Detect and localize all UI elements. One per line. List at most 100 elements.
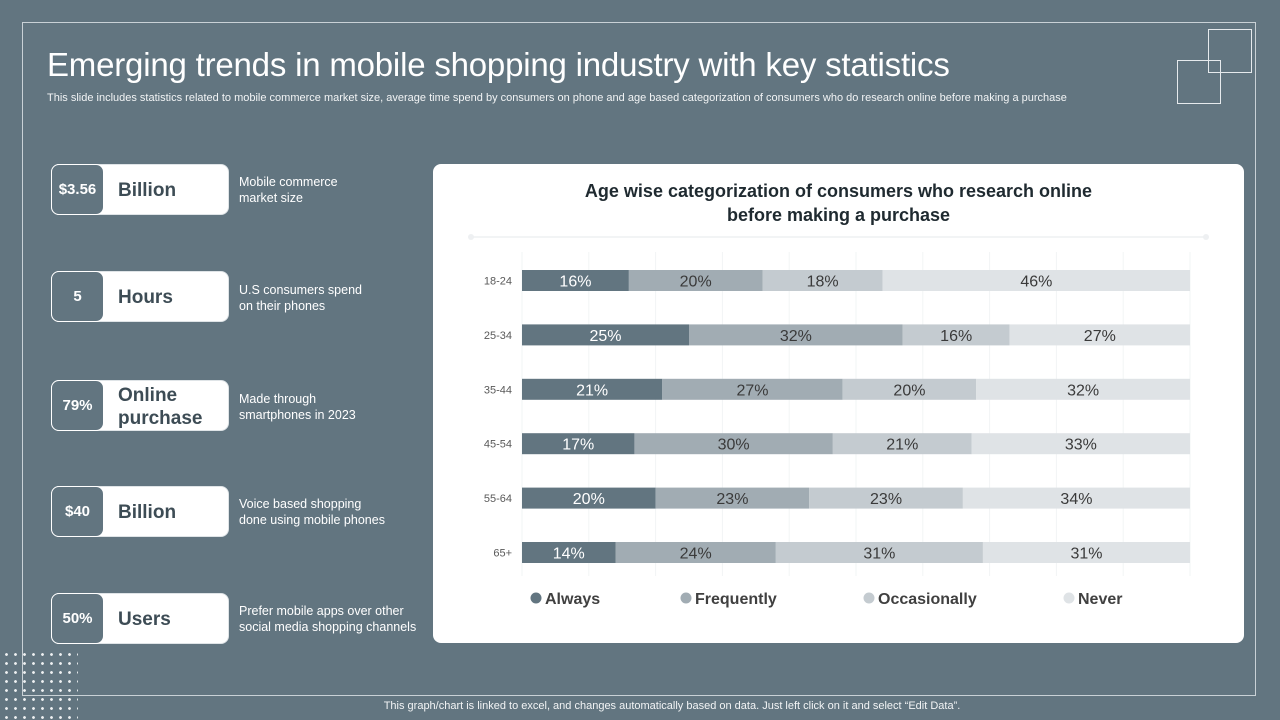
data-label: 33%: [1065, 437, 1097, 454]
y-axis-label: 25-34: [484, 330, 512, 342]
y-axis-label: 65+: [493, 548, 512, 560]
stat-value: 79%: [51, 380, 104, 431]
stat-description-line: Mobile commerce: [239, 175, 338, 189]
data-label: 21%: [576, 382, 608, 399]
bar-segment: [775, 542, 983, 563]
y-axis-label: 35-44: [484, 384, 512, 396]
bar-segment: [842, 378, 977, 400]
stat-card-online-purchase: 79% Online purchase: [51, 380, 229, 431]
slide-title: Emerging trends in mobile shopping indus…: [47, 46, 950, 83]
stat-unit: Users: [118, 609, 171, 630]
slide-subtitle: This slide includes statistics related t…: [47, 92, 1067, 104]
bar-segment: [882, 270, 1190, 291]
stat-description-line: social media shopping channels: [239, 620, 417, 634]
chart-title-line: Age wise categorization of consumers who…: [584, 181, 1093, 201]
stat-unit: Billion: [118, 180, 177, 201]
chart-title-line: before making a purchase: [726, 205, 951, 225]
bar-segment: [522, 487, 656, 509]
data-label: 27%: [1084, 328, 1116, 345]
decorative-dots: [2, 650, 78, 720]
data-label: 16%: [940, 328, 972, 345]
bar-segment: [982, 542, 1190, 563]
bar-segment: [522, 378, 663, 400]
bar-segment: [522, 324, 689, 346]
stat-description-line: done using mobile phones: [239, 513, 385, 527]
stat-description-line: Prefer mobile apps over other: [239, 604, 404, 618]
data-label: 31%: [863, 546, 895, 563]
bar-segment: [628, 270, 763, 291]
bar-segment: [809, 487, 963, 509]
y-axis-label: 18-24: [484, 276, 512, 288]
stat-value: $3.56: [51, 164, 104, 215]
legend-marker: [530, 592, 542, 604]
data-label: 21%: [886, 437, 918, 454]
separator-dot: [1203, 234, 1209, 240]
bar-segment: [615, 542, 776, 563]
bar-segment: [762, 270, 883, 291]
bar-segment: [522, 270, 629, 291]
stat-card-users: 50% Users: [51, 593, 229, 644]
data-label: 20%: [573, 491, 605, 508]
bar-segment: [976, 378, 1190, 400]
bar-segment: [655, 487, 810, 509]
chart-panel: Age wise categorization of consumers who…: [433, 164, 1244, 643]
decorative-square: [1177, 60, 1221, 104]
data-label: 34%: [1060, 491, 1092, 508]
stat-card-voice-shopping: $40 Billion: [51, 486, 229, 537]
legend-marker: [863, 592, 875, 604]
legend-label: Always: [545, 591, 600, 608]
legend-marker: [680, 592, 692, 604]
stat-unit-line: Online: [118, 384, 178, 406]
data-label: 32%: [1067, 382, 1099, 399]
stat-unit: Billion: [118, 502, 177, 523]
stat-unit: Hours: [118, 287, 173, 308]
stat-value: $40: [51, 486, 104, 537]
stat-value: 5: [51, 271, 104, 322]
stat-value: 50%: [51, 593, 104, 644]
data-label: 17%: [562, 437, 594, 454]
bar-segment: [971, 433, 1190, 455]
bar-segment: [522, 433, 635, 455]
legend-label: Never: [1078, 591, 1122, 608]
legend-label: Occasionally: [878, 591, 977, 608]
bar-segment: [634, 433, 833, 455]
data-label: 27%: [736, 382, 768, 399]
stat-description-line: Voice based shopping: [239, 497, 362, 511]
stat-card-hours: 5 Hours: [51, 271, 229, 322]
data-label: 31%: [1070, 546, 1102, 563]
stacked-bar-chart: 18-24 16% 20% 18% 46% 25-34 25% 32% 16% 27% 35-44 2…: [468, 234, 1209, 608]
chart-title: Age wise categorization of consumers who…: [433, 179, 1244, 227]
y-axis-label: 45-54: [484, 439, 512, 451]
bar-segment: [522, 542, 616, 563]
stat-description: U.S consumers spend on their phones: [239, 282, 439, 314]
data-label: 46%: [1020, 274, 1052, 291]
data-label: 16%: [559, 274, 591, 291]
stat-description-line: Made through: [239, 392, 317, 406]
bar-segment: [902, 324, 1010, 346]
stat-unit: Online purchase: [118, 381, 228, 432]
bar-segment: [832, 433, 972, 455]
stat-unit-line: purchase: [118, 407, 203, 429]
data-label: 14%: [553, 546, 585, 563]
stat-description-line: market size: [239, 191, 303, 205]
bar-segment: [689, 324, 903, 346]
stat-description: Made through smartphones in 2023: [239, 391, 439, 423]
legend-label: Frequently: [695, 591, 777, 608]
stat-description-line: U.S consumers spend: [239, 283, 362, 297]
data-label: 18%: [807, 274, 839, 291]
bar-segment: [1009, 324, 1190, 346]
separator-dot: [468, 234, 474, 240]
data-label: 25%: [589, 328, 621, 345]
footer-note: This graph/chart is linked to excel, and…: [383, 700, 961, 712]
legend-marker: [1063, 592, 1075, 604]
data-label: 23%: [870, 491, 902, 508]
stat-card-market-size: $3.56 Billion: [51, 164, 229, 215]
data-label: 23%: [716, 491, 748, 508]
data-label: 20%: [893, 382, 925, 399]
data-label: 24%: [680, 546, 712, 563]
bar-segment: [962, 487, 1190, 509]
data-label: 32%: [780, 328, 812, 345]
y-axis-label: 55-64: [484, 493, 512, 505]
stat-description: Mobile commerce market size: [239, 174, 439, 206]
stat-description-line: on their phones: [239, 299, 326, 313]
